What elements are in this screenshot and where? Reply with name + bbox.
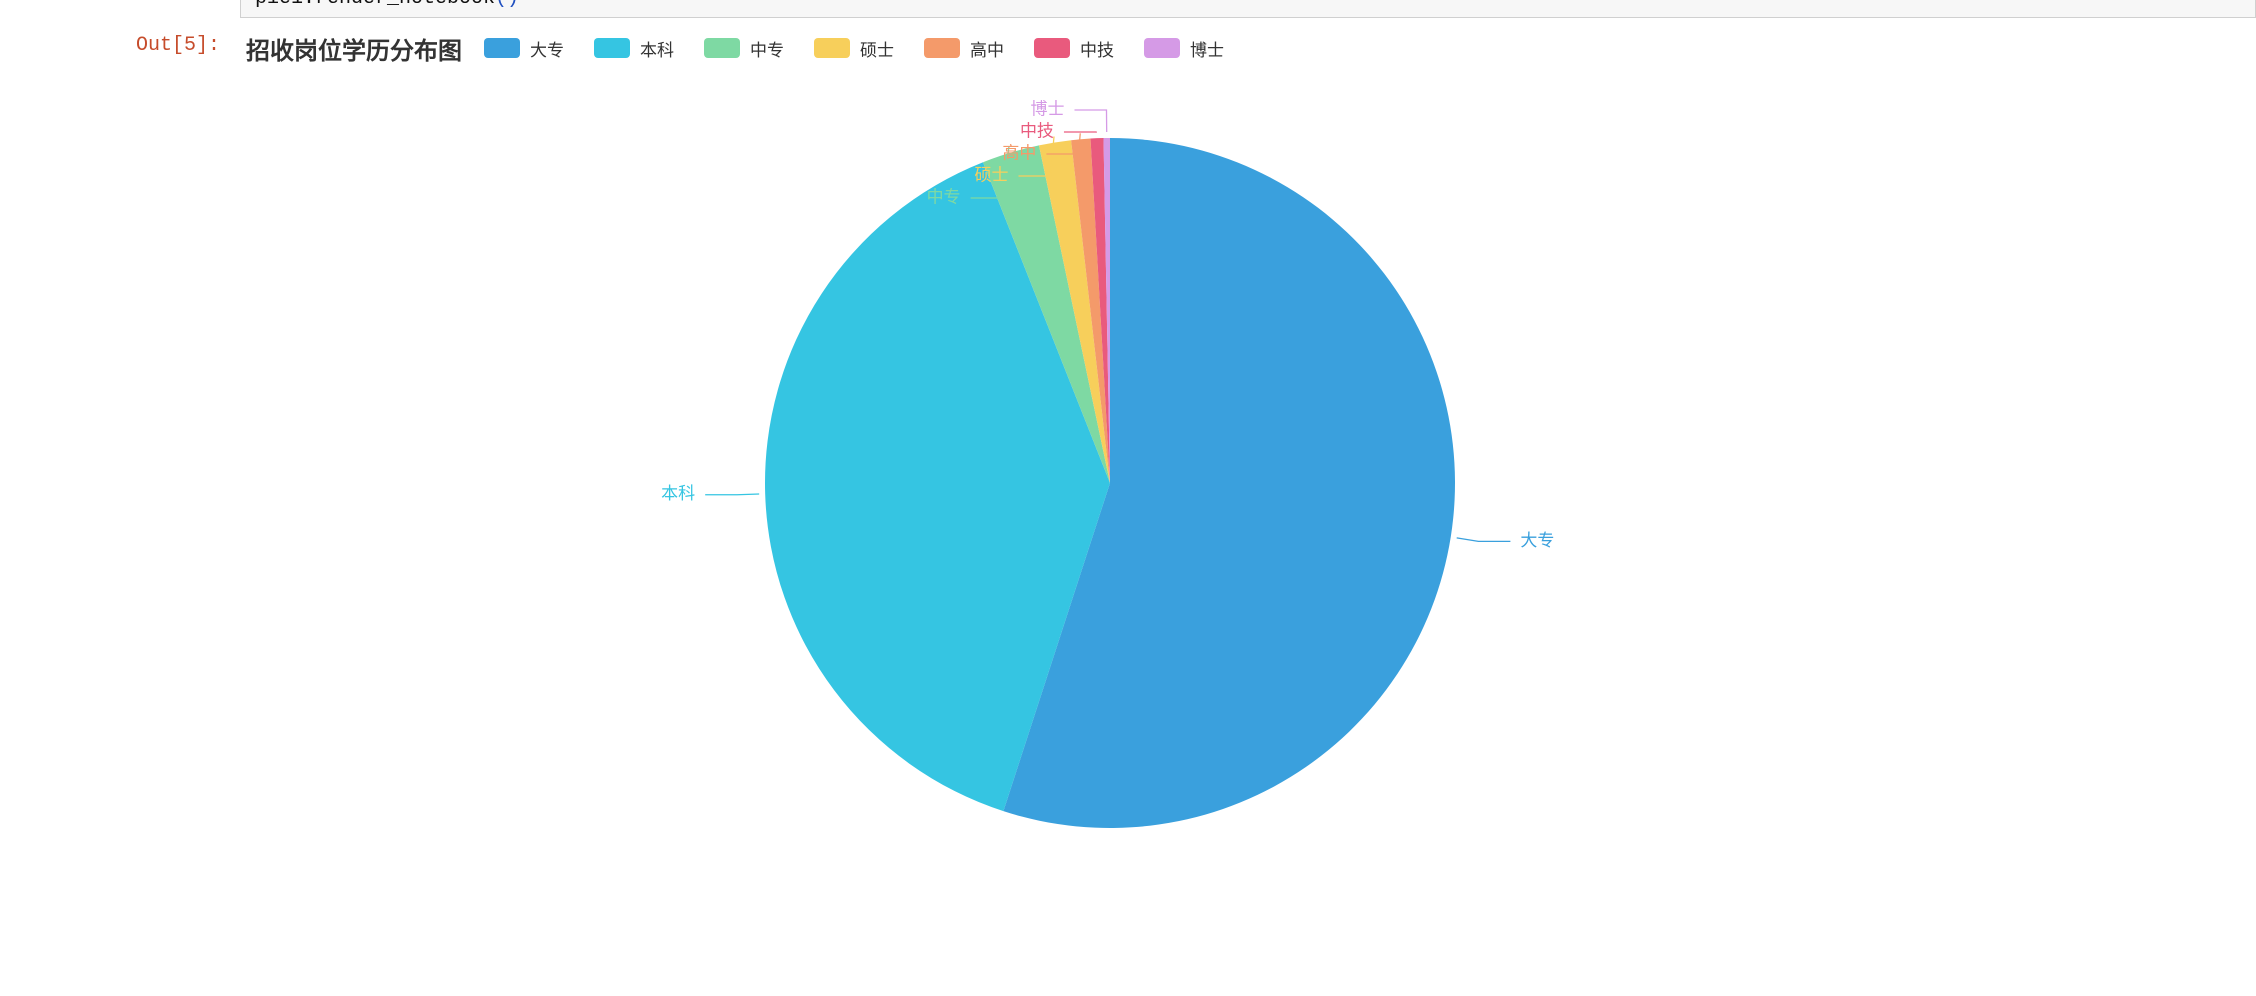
legend-swatch: [814, 38, 850, 58]
output-area: Out[5]: 招收岗位学历分布图 大专本科中专硕士高中中技博士 大专本科中专硕…: [0, 28, 2256, 988]
slice-label: 大专: [1520, 531, 1554, 550]
legend-item[interactable]: 高中: [910, 36, 1018, 61]
legend-swatch: [1034, 38, 1070, 58]
legend-item[interactable]: 中专: [690, 36, 798, 61]
legend-item[interactable]: 博士: [1130, 36, 1238, 61]
code-cell[interactable]: pie1.render_notebook(): [240, 0, 2256, 18]
chart-title: 招收岗位学历分布图: [246, 31, 462, 66]
pie-chart[interactable]: 大专 本科 中专硕士 高中 中技 博士: [240, 68, 2240, 988]
chart-header: 招收岗位学历分布图 大专 本科 中专 硕士 高中 中技 博士: [240, 28, 2256, 68]
legend-swatch: [704, 38, 740, 58]
slice-label: 高中: [1002, 144, 1036, 163]
legend-label: 中技: [1080, 36, 1114, 61]
code-parentheses: (): [495, 0, 519, 10]
legend: 大专 本科 中专 硕士 高中 中技 博士: [470, 36, 1238, 61]
legend-swatch: [924, 38, 960, 58]
legend-swatch: [484, 38, 520, 58]
slice-label: 中技: [1020, 122, 1054, 141]
legend-label: 大专: [530, 36, 564, 61]
slice-label: 硕士: [974, 166, 1008, 185]
legend-item[interactable]: 本科: [580, 36, 688, 61]
legend-item[interactable]: 硕士: [800, 36, 908, 61]
slice-label: 博士: [1030, 100, 1064, 119]
slice-label: 本科: [661, 484, 695, 503]
chart-body: 大专 本科 中专硕士 高中 中技 博士: [240, 68, 2240, 988]
code-identifier: pie1.render_notebook: [255, 0, 495, 10]
leader-line: [1074, 110, 1106, 132]
leader-line: [1457, 538, 1511, 541]
legend-label: 硕士: [860, 36, 894, 61]
input-cell-wrap: pie1.render_notebook(): [0, 0, 2256, 18]
legend-item[interactable]: 大专: [470, 36, 578, 61]
legend-swatch: [1144, 38, 1180, 58]
slice-label: 中专: [927, 188, 961, 207]
legend-label: 博士: [1190, 36, 1224, 61]
legend-label: 本科: [640, 36, 674, 61]
legend-label: 中专: [750, 36, 784, 61]
output-prompt: Out[5]:: [60, 34, 220, 57]
legend-label: 高中: [970, 36, 1004, 61]
leader-line: [705, 494, 759, 495]
legend-item[interactable]: 中技: [1020, 36, 1128, 61]
legend-swatch: [594, 38, 630, 58]
